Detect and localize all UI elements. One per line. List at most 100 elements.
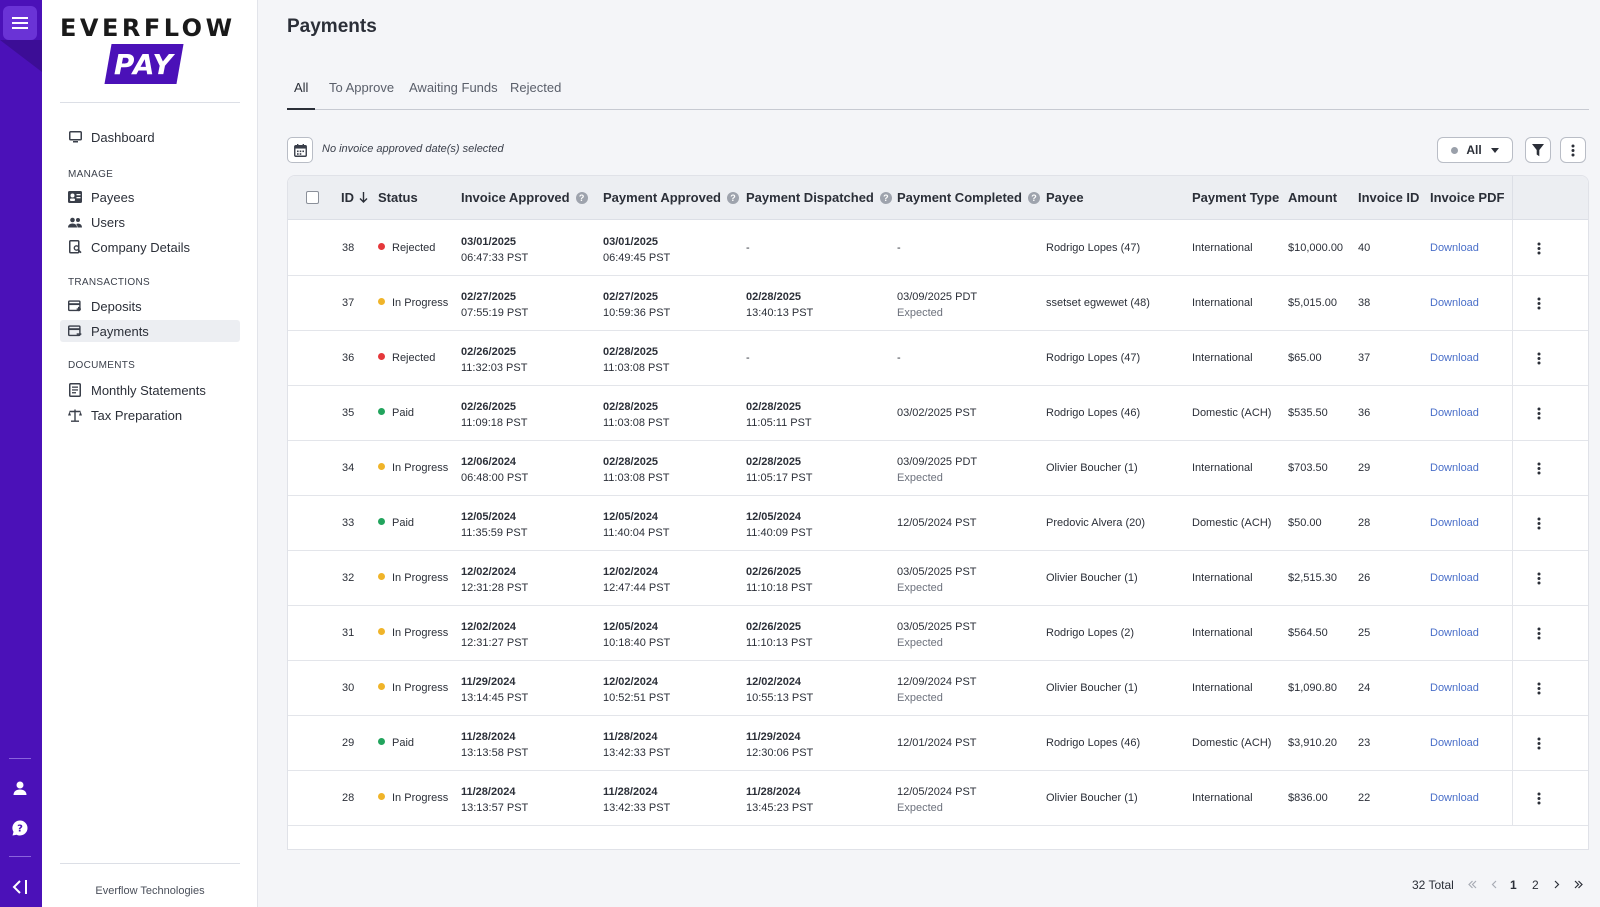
sidebar-item-monthly-statements[interactable]: Monthly Statements [60, 379, 240, 401]
row-actions-button[interactable] [1532, 624, 1546, 642]
select-all-checkbox[interactable] [306, 191, 319, 204]
page-button-1[interactable]: 1 [1510, 878, 1517, 892]
cell-payment-approved: 12/05/2024 11:40:04 PST [603, 511, 670, 539]
previous-page-icon[interactable] [1491, 880, 1497, 889]
table-row[interactable]: 37 In Progress 02/27/2025 07:55:19 PST 02/27… [288, 275, 1588, 331]
table-row[interactable]: 29 Paid 11/28/2024 13:13:58 PST 11/28/2024 13… [288, 715, 1588, 771]
sidebar-item-users[interactable]: Users [60, 211, 240, 233]
tab-rejected[interactable]: Rejected [510, 80, 562, 95]
row-actions-button[interactable] [1532, 404, 1546, 422]
download-invoice-link[interactable]: Download [1430, 352, 1479, 364]
table-row[interactable]: 33 Paid 12/05/2024 11:35:59 PST 12/05/2024 11… [288, 495, 1588, 551]
next-page-icon[interactable] [1554, 880, 1560, 889]
row-actions-button[interactable] [1532, 789, 1546, 807]
download-invoice-link[interactable]: Download [1430, 682, 1479, 694]
profile-icon[interactable] [9, 777, 31, 799]
column-header-payment-approved[interactable]: Payment Approved? [603, 190, 739, 205]
cell-payment-approved: 03/01/2025 06:49:45 PST [603, 236, 671, 264]
cell-payment-type: Domestic (ACH) [1192, 737, 1272, 749]
row-actions-button[interactable] [1532, 569, 1546, 587]
column-header-invoice-approved[interactable]: Invoice Approved? [461, 190, 588, 205]
sidebar-item-tax-preparation[interactable]: Tax Preparation [60, 404, 240, 426]
sidebar-item-label: Dashboard [91, 129, 155, 145]
tab-to-approve[interactable]: To Approve [329, 80, 395, 95]
last-page-icon[interactable] [1574, 880, 1583, 889]
more-options-button[interactable] [1560, 137, 1586, 163]
cell-id: 33 [342, 517, 355, 529]
row-actions-button[interactable] [1532, 294, 1546, 312]
date-picker-button[interactable] [287, 137, 313, 163]
table-row[interactable]: 32 In Progress 12/02/2024 12:31:28 PST 12/02… [288, 550, 1588, 606]
row-actions-divider [1512, 385, 1513, 441]
download-invoice-link[interactable]: Download [1430, 297, 1479, 309]
tab-all[interactable]: All [287, 80, 316, 110]
sidebar-item-label: Users [91, 214, 125, 230]
cell-amount: $564.50 [1288, 627, 1328, 639]
cell-payee: Olivier Boucher (1) [1046, 792, 1138, 804]
column-header-payment-completed[interactable]: Payment Completed? [897, 190, 1040, 205]
help-chat-icon[interactable]: ? [9, 817, 31, 839]
sidebar-item-dashboard[interactable]: Dashboard [60, 126, 240, 148]
download-invoice-link[interactable]: Download [1430, 737, 1479, 749]
help-icon[interactable]: ? [879, 191, 892, 204]
download-invoice-link[interactable]: Download [1430, 572, 1479, 584]
table-row[interactable]: 38 Rejected 03/01/2025 06:47:33 PST 03/01/20… [288, 220, 1588, 276]
filter-button[interactable] [1525, 137, 1551, 163]
column-header-amount[interactable]: Amount [1288, 190, 1338, 205]
cell-id: 37 [342, 297, 355, 309]
tab-awaiting-funds[interactable]: Awaiting Funds [409, 80, 498, 95]
cell-status: Paid [378, 407, 414, 419]
help-icon[interactable]: ? [1027, 191, 1040, 204]
table-row[interactable]: 35 Paid 02/26/2025 11:09:18 PST 02/28/2025 11… [288, 385, 1588, 441]
sidebar-item-company-details[interactable]: Company Details [60, 236, 240, 258]
cell-payment-dispatched: 02/28/2025 13:40:13 PST [746, 291, 814, 319]
row-actions-divider [1512, 605, 1513, 661]
row-actions-button[interactable] [1532, 514, 1546, 532]
download-invoice-link[interactable]: Download [1430, 407, 1479, 419]
download-invoice-link[interactable]: Download [1430, 462, 1479, 474]
column-header-payment-dispatched[interactable]: Payment Dispatched? [746, 190, 892, 205]
kebab-menu-icon [1571, 144, 1575, 156]
help-icon[interactable]: ? [575, 191, 588, 204]
cell-payment-completed: 12/05/2024 PST Expected [897, 786, 977, 814]
cell-status: In Progress [378, 627, 448, 639]
table-row[interactable]: 34 In Progress 12/06/2024 06:48:00 PST 02/28… [288, 440, 1588, 496]
help-icon[interactable]: ? [727, 191, 739, 204]
sidebar: EVERFLOW PAY Dashboard MANAGE Payees Use… [42, 0, 258, 907]
first-page-icon[interactable] [1468, 880, 1477, 889]
rail-divider [9, 758, 31, 759]
column-header-id[interactable]: ID [341, 190, 368, 205]
status-filter-select[interactable]: All [1437, 137, 1513, 163]
row-actions-divider [1512, 770, 1513, 826]
everflow-pay-logo[interactable]: EVERFLOW PAY [60, 14, 240, 84]
sidebar-item-payees[interactable]: Payees [60, 186, 240, 208]
column-header-status[interactable]: Status [378, 190, 418, 205]
download-invoice-link[interactable]: Download [1430, 627, 1479, 639]
row-actions-button[interactable] [1532, 734, 1546, 752]
menu-button[interactable] [3, 6, 37, 40]
column-header-payment-type[interactable]: Payment Type [1192, 190, 1280, 205]
collapse-sidebar-icon[interactable] [9, 876, 31, 898]
download-invoice-link[interactable]: Download [1430, 242, 1479, 254]
row-actions-button[interactable] [1532, 459, 1546, 477]
page-button-2[interactable]: 2 [1532, 878, 1539, 892]
payee-card-icon [68, 190, 82, 204]
column-header-invoice-id[interactable]: Invoice ID [1358, 190, 1420, 205]
column-header-invoice-pdf[interactable]: Invoice PDF [1430, 190, 1505, 205]
row-actions-button[interactable] [1532, 679, 1546, 697]
table-row[interactable]: 30 In Progress 11/29/2024 13:14:45 PST 12/02… [288, 660, 1588, 716]
download-invoice-link[interactable]: Download [1430, 792, 1479, 804]
cell-amount: $535.50 [1288, 407, 1328, 419]
table-row[interactable]: 31 In Progress 12/02/2024 12:31:27 PST 12/05… [288, 605, 1588, 661]
column-header-payee[interactable]: Payee [1046, 190, 1084, 205]
row-actions-button[interactable] [1532, 349, 1546, 367]
sidebar-item-payments[interactable]: Payments [60, 320, 240, 342]
row-actions-divider [1512, 550, 1513, 606]
download-invoice-link[interactable]: Download [1430, 517, 1479, 529]
table-row[interactable]: 36 Rejected 02/26/2025 11:32:03 PST 02/28/20… [288, 330, 1588, 386]
arrow-down-icon [359, 192, 368, 203]
cell-payee: ssetset egwewet (48) [1046, 297, 1150, 309]
sidebar-item-deposits[interactable]: Deposits [60, 295, 240, 317]
row-actions-button[interactable] [1532, 239, 1546, 257]
table-row[interactable]: 28 In Progress 11/28/2024 13:13:57 PST 11/28… [288, 770, 1588, 826]
